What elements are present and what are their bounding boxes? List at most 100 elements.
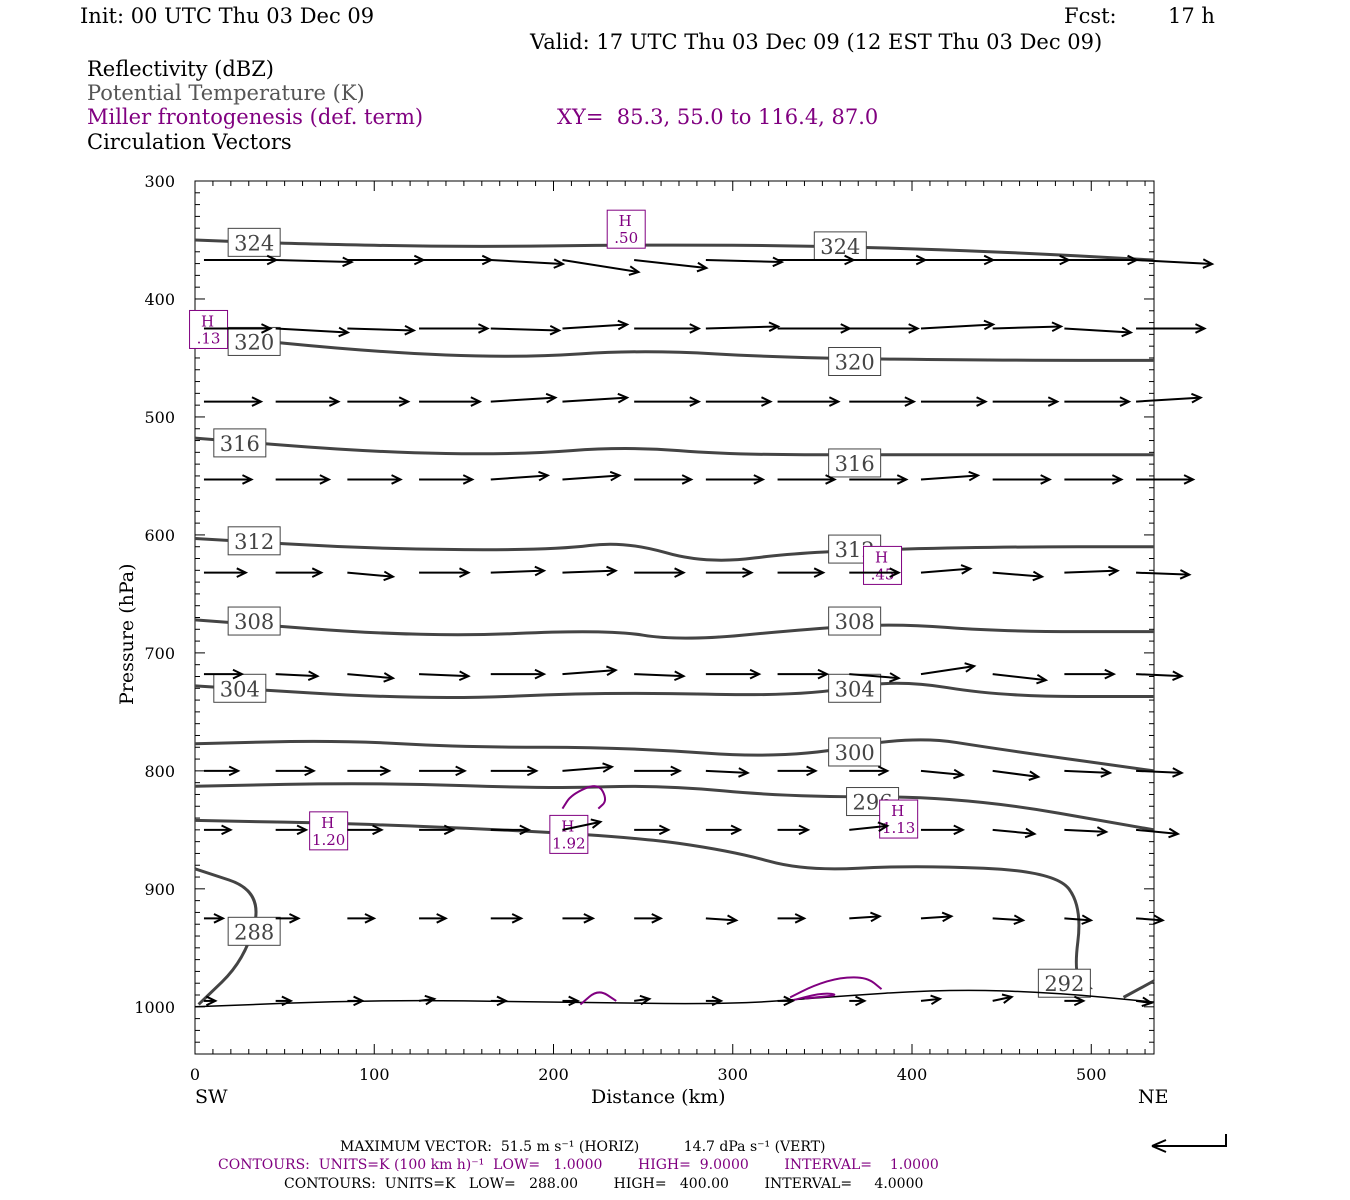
circulation-vector-head — [798, 824, 811, 836]
y-tick-label: 700 — [144, 644, 175, 663]
init-time: Init: 00 UTC Thu 03 Dec 09 — [80, 4, 375, 28]
circulation-vector — [634, 673, 684, 678]
circulation-vector — [1064, 828, 1107, 833]
theta-label: 316 — [835, 452, 875, 476]
circulation-vector-head — [696, 261, 709, 273]
forecast-label: Fcst: — [1064, 4, 1117, 28]
circulation-vector-head — [383, 570, 396, 582]
circulation-vector-head — [609, 470, 622, 482]
circulation-vector-head — [459, 567, 471, 578]
theta-label: 304 — [220, 677, 260, 701]
circulation-vector-head — [534, 668, 547, 680]
circulation-vector — [920, 474, 979, 481]
y-tick-label: 800 — [144, 762, 175, 781]
circulation-vector-head — [877, 821, 890, 832]
frontogenesis-max-label: H — [201, 312, 214, 330]
circulation-vector-head — [1013, 914, 1026, 926]
circulation-vector — [562, 765, 612, 772]
circulation-vector-head — [289, 913, 301, 924]
circulation-vector-head — [711, 995, 724, 1007]
circulation-vector-head — [976, 396, 988, 407]
circulation-vector — [992, 995, 1012, 1002]
circulation-vector-head — [583, 913, 596, 924]
theta-label: 320 — [234, 330, 274, 354]
circulation-vector-head — [726, 914, 739, 926]
frontogenesis-contour-info: CONTOURS: UNITS=K (100 km h)⁻¹ LOW= 1.00… — [218, 1157, 939, 1173]
circulation-vector — [849, 824, 888, 831]
circulation-vector — [920, 915, 952, 920]
frontogenesis-max-label: H — [875, 548, 888, 566]
theta-label-box — [227, 916, 281, 946]
circulation-vector-head — [1172, 670, 1184, 681]
circulation-vector-head — [342, 256, 354, 268]
frontogenesis-max-label: H — [321, 814, 334, 832]
x-axis-label: Distance (km) — [591, 1086, 726, 1108]
circulation-vector-head — [1081, 914, 1094, 925]
theta-contour-fragment — [1122, 979, 1155, 999]
circulation-vector — [275, 673, 318, 678]
field-frontogenesis: Miller frontogenesis (def. term) — [87, 105, 424, 129]
circulation-vector-head — [761, 396, 773, 407]
circulation-vector-head — [617, 319, 630, 331]
frontogenesis-contour — [789, 992, 836, 1002]
theta-label: 292 — [1044, 972, 1084, 996]
frontogenesis-contour — [561, 785, 607, 810]
circulation-vector-head — [605, 665, 618, 677]
circulation-vector-head — [768, 321, 781, 332]
circulation-vector — [992, 571, 1043, 578]
y-tick-label: 900 — [144, 880, 175, 899]
x-end-label-right: NE — [1138, 1086, 1169, 1108]
y-tick-label: 600 — [144, 526, 175, 545]
circulation-vector-head — [519, 824, 532, 836]
circulation-vector-head — [749, 668, 762, 680]
circulation-vector-head — [941, 911, 954, 923]
circulation-vector-head — [1111, 474, 1124, 485]
frontogenesis-max-value: .13 — [197, 329, 221, 347]
circulation-vector — [1136, 396, 1201, 403]
circulation-vector — [705, 325, 779, 330]
circulation-vector — [1135, 999, 1152, 1004]
frontogenesis-contour — [789, 976, 883, 999]
theta-label-box — [828, 448, 882, 478]
circulation-vector-head — [606, 565, 618, 577]
circulation-vector-head — [813, 567, 826, 578]
theta-label-box — [828, 673, 882, 703]
circulation-vector-head — [391, 474, 403, 485]
circulation-vector-head — [674, 567, 686, 578]
circulation-vector-head — [806, 765, 818, 777]
circulation-vector-head — [1001, 993, 1014, 1004]
circulation-vector — [1135, 828, 1178, 835]
x-tick-label: 500 — [1076, 1065, 1107, 1084]
circulation-vector-head — [896, 474, 909, 485]
circulation-vector-head — [651, 913, 664, 924]
theta-contour-312 — [194, 536, 1154, 562]
circulation-vector-head — [1100, 767, 1113, 778]
circulation-vector-head — [455, 765, 467, 777]
circulation-vector-head — [673, 670, 686, 682]
circulation-vector-head — [794, 913, 807, 924]
y-tick-label: 500 — [144, 408, 175, 427]
theta-contour-304 — [194, 681, 1154, 699]
circulation-vector-head — [221, 824, 233, 836]
circulation-vector — [490, 259, 564, 266]
circulation-vector — [562, 474, 620, 481]
circulation-vector — [1064, 569, 1118, 574]
x-tick-label: 200 — [538, 1065, 569, 1084]
surface-line — [194, 989, 1155, 1008]
circulation-vector-head — [379, 765, 392, 777]
circulation-vector — [562, 323, 628, 330]
circulation-vector — [1136, 571, 1190, 576]
circulation-vector-head — [889, 567, 901, 578]
circulation-vector-head — [398, 396, 411, 407]
x-tick-label: 300 — [717, 1065, 748, 1084]
circulation-vector-head — [228, 765, 241, 777]
y-tick-label: 400 — [144, 290, 175, 309]
circulation-vector — [1064, 769, 1111, 774]
circulation-vector-head — [783, 995, 796, 1007]
theta-label: 300 — [835, 741, 875, 765]
circulation-vector-head — [753, 474, 766, 485]
circulation-vector-head — [304, 765, 316, 777]
circulation-vector-head — [549, 324, 562, 336]
theta-contour-296 — [194, 782, 1155, 832]
circulation-vector-head — [568, 995, 580, 1007]
